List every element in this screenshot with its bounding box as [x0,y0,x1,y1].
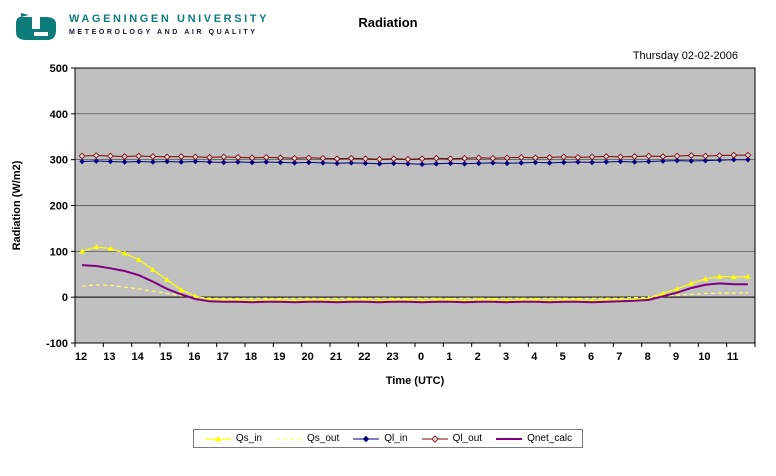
svg-text:9: 9 [673,351,679,363]
svg-text:15: 15 [160,351,172,363]
svg-text:0: 0 [62,292,68,304]
wageningen-logo [14,12,60,47]
header-logo-block: WAGENINGEN UNIVERSITY METEOROLOGY AND AI… [14,12,269,47]
legend-key-qs_in-icon [204,435,231,442]
svg-text:10: 10 [698,351,710,363]
legend: Qs_in Qs_out Ql_in Ql_out Qnet_calc [0,429,776,448]
date-label: Thursday 02-02-2006 [632,50,738,62]
legend-label: Qs_in [235,433,262,444]
legend-label: Ql_out [452,433,483,444]
svg-text:Radiation (W/m2): Radiation (W/m2) [11,160,23,250]
svg-text:5: 5 [560,351,566,363]
radiation-chart: 500 400 300 200 100 0 -100 12 13 14 15 16 17 18 19 20 21… [0,60,776,397]
svg-text:22: 22 [358,351,370,363]
svg-text:14: 14 [132,351,145,363]
svg-text:3: 3 [503,351,509,363]
svg-text:18: 18 [245,351,257,363]
svg-text:4: 4 [531,351,538,363]
university-name: WAGENINGEN UNIVERSITY [69,13,270,25]
svg-text:-100: -100 [46,338,68,350]
svg-text:200: 200 [50,201,68,213]
legend-item-qs_in: Qs_in [204,433,262,444]
legend-item-qnet_calc: Qnet_calc [495,433,572,444]
svg-text:12: 12 [75,351,87,363]
svg-text:16: 16 [188,351,200,363]
legend-box: Qs_in Qs_out Ql_in Ql_out Qnet_calc [192,429,584,448]
svg-text:21: 21 [330,351,342,363]
legend-key-ql_in-icon [353,435,380,442]
legend-key-ql_out-icon [421,434,448,443]
svg-text:500: 500 [50,63,68,75]
svg-text:8: 8 [645,351,651,363]
chart-title: Radiation [358,15,418,30]
svg-text:0: 0 [418,351,424,363]
svg-text:13: 13 [103,351,115,363]
legend-key-qnet_calc-icon [496,437,523,440]
legend-item-ql_in: Ql_in [352,433,408,444]
department-name: METEOROLOGY AND AIR QUALITY [69,29,258,36]
svg-text:19: 19 [273,351,285,363]
svg-text:1: 1 [446,351,452,363]
svg-text:Time (UTC): Time (UTC) [386,375,445,387]
logo-text: WAGENINGEN UNIVERSITY METEOROLOGY AND AI… [69,12,269,36]
svg-text:7: 7 [616,351,622,363]
legend-label: Qnet_calc [527,433,573,444]
legend-key-qs_out-icon [276,437,302,440]
svg-text:6: 6 [588,351,594,363]
svg-text:23: 23 [387,351,399,363]
svg-text:300: 300 [50,155,68,167]
legend-item-qs_out: Qs_out [275,433,339,444]
svg-text:100: 100 [50,246,68,258]
svg-text:20: 20 [302,351,314,363]
svg-text:17: 17 [217,351,229,363]
legend-label: Qs_out [307,433,340,444]
svg-text:2: 2 [475,351,481,363]
legend-item-ql_out: Ql_out [421,433,482,444]
legend-label: Ql_in [384,433,408,444]
svg-text:400: 400 [50,109,68,121]
svg-text:11: 11 [727,351,739,363]
